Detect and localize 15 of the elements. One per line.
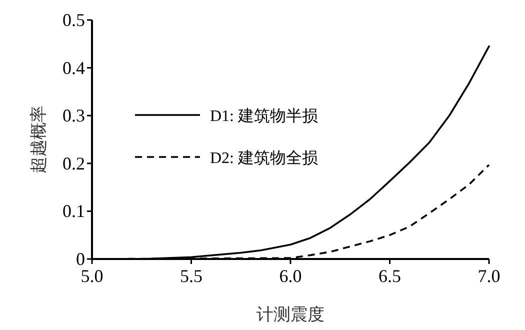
y-tick-label: 0	[76, 249, 85, 269]
y-tick-label: 0.1	[62, 201, 85, 222]
y-tick-label: 0.3	[62, 106, 85, 126]
y-axis-title: 超越概率	[29, 106, 48, 174]
y-tick-label: 0.4	[62, 58, 85, 78]
y-tick-label: 0.5	[62, 10, 85, 30]
x-axis-title: 计测震度	[256, 305, 324, 324]
x-tick-label: 5.0	[80, 266, 104, 286]
legend-label: D2: 建筑物全损	[210, 149, 318, 167]
x-tick-label: 7.0	[478, 266, 500, 286]
x-tick-label: 6.5	[378, 266, 401, 286]
y-tick-label: 0.2	[62, 153, 85, 174]
legend-label: D1: 建筑物半损	[210, 107, 318, 125]
x-tick-label: 6.0	[279, 266, 302, 286]
x-tick-label: 5.5	[180, 266, 202, 286]
